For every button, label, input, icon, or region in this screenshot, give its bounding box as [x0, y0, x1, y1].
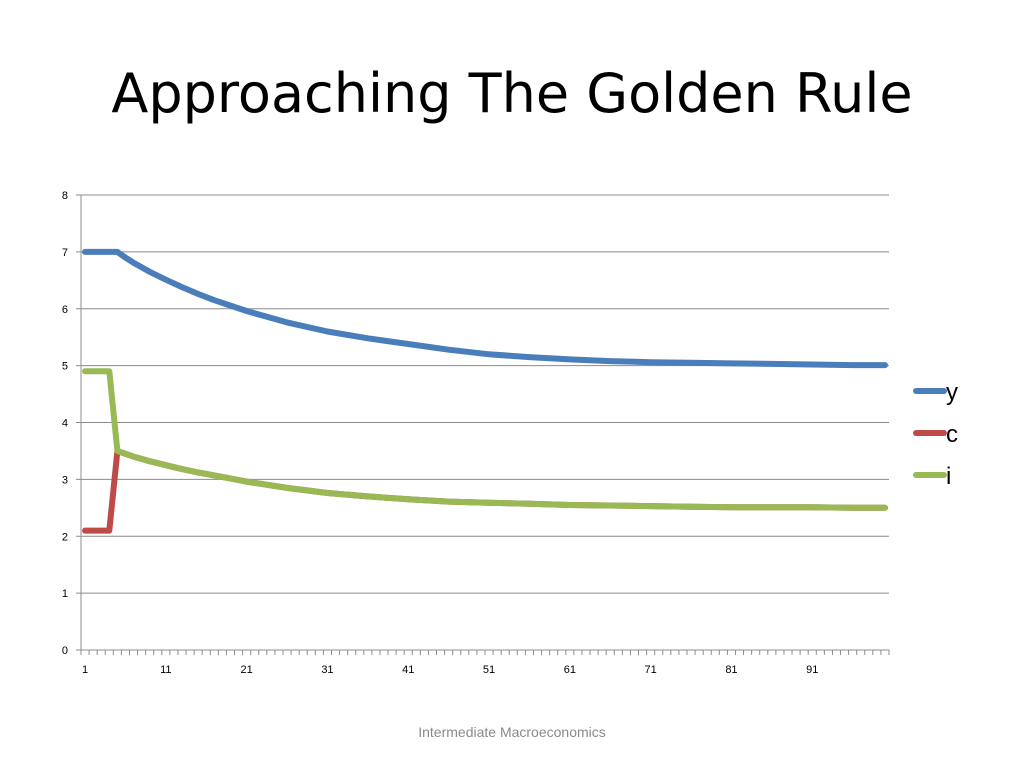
legend-label-y: y: [946, 379, 958, 406]
legend-label-i: i: [946, 463, 951, 490]
x-tick-label: 61: [564, 664, 576, 676]
chart-legend: yci: [913, 379, 958, 490]
x-tick-label: 81: [725, 664, 737, 676]
x-tick-label: 1: [82, 664, 88, 676]
series-line-c: [82, 447, 888, 534]
x-tick-label: 21: [241, 664, 253, 676]
chart-gridlines: [81, 194, 889, 594]
y-tick-label: 6: [62, 304, 68, 316]
y-tick-label: 0: [62, 645, 68, 657]
series-line-y: [82, 248, 888, 369]
y-tick-label: 2: [62, 531, 68, 543]
y-tick-label: 3: [62, 474, 68, 486]
y-tick-label: 4: [62, 418, 68, 430]
series-line-i: [82, 368, 888, 511]
legend-label-c: c: [946, 421, 958, 448]
y-tick-label: 5: [62, 361, 68, 373]
slide-title: Approaching The Golden Rule: [111, 62, 913, 125]
x-tick-label: 41: [402, 664, 414, 676]
x-tick-label: 31: [321, 664, 333, 676]
x-tick-label: 91: [806, 664, 818, 676]
slide-footer: Intermediate Macroeconomics: [418, 724, 606, 740]
y-tick-label: 8: [62, 190, 68, 202]
y-tick-label: 1: [62, 588, 68, 600]
chart-series: [82, 248, 888, 534]
x-tick-label: 11: [160, 664, 171, 676]
x-tick-label: 71: [645, 664, 657, 676]
y-tick-label: 7: [62, 247, 68, 259]
x-tick-label: 51: [483, 664, 495, 676]
